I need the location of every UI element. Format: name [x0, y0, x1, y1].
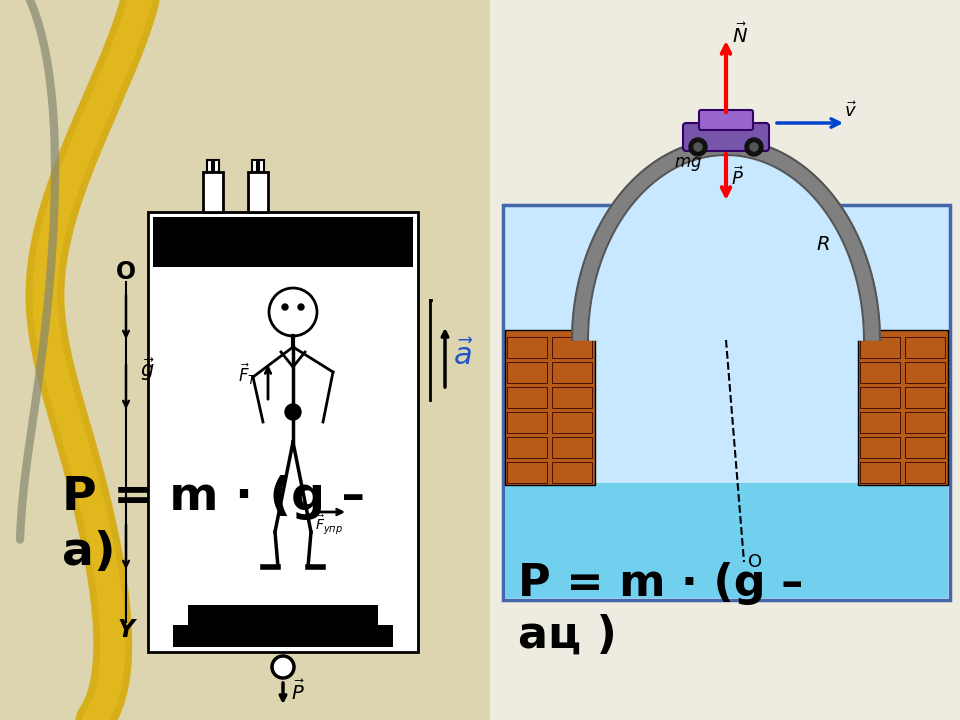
Text: $\vec{P}$: $\vec{P}$: [291, 680, 304, 704]
Bar: [507, 387, 547, 408]
Bar: [905, 337, 945, 358]
Circle shape: [745, 138, 763, 156]
Text: $\vec{N}$: $\vec{N}$: [732, 23, 748, 47]
Text: P = m · (g –: P = m · (g –: [62, 475, 365, 520]
Polygon shape: [588, 155, 864, 340]
Bar: [905, 437, 945, 458]
Text: $\vec{g}$: $\vec{g}$: [140, 356, 155, 383]
Bar: [860, 337, 900, 358]
Circle shape: [282, 304, 288, 310]
Bar: [905, 462, 945, 483]
Bar: [173, 625, 393, 647]
Text: $\vec{P}$: $\vec{P}$: [731, 166, 744, 189]
Bar: [552, 362, 592, 383]
Text: P = m · (g –: P = m · (g –: [518, 562, 804, 605]
Text: R: R: [816, 235, 829, 254]
Bar: [858, 330, 948, 485]
Bar: [248, 172, 268, 212]
Text: O: O: [748, 553, 762, 571]
Bar: [259, 160, 264, 172]
FancyBboxPatch shape: [699, 110, 753, 130]
Bar: [860, 437, 900, 458]
Bar: [188, 605, 378, 625]
Bar: [505, 483, 948, 598]
Text: $\vec{v}$: $\vec{v}$: [844, 101, 857, 121]
Bar: [203, 172, 223, 212]
Bar: [214, 160, 219, 172]
Circle shape: [298, 304, 304, 310]
Text: $\vec{F}_T$: $\vec{F}_T$: [238, 361, 257, 387]
Bar: [507, 462, 547, 483]
Bar: [860, 387, 900, 408]
Text: Y: Y: [117, 618, 134, 642]
Bar: [860, 462, 900, 483]
Bar: [905, 387, 945, 408]
Bar: [507, 412, 547, 433]
Bar: [552, 437, 592, 458]
Circle shape: [689, 138, 707, 156]
Polygon shape: [572, 139, 880, 340]
Bar: [252, 160, 257, 172]
Bar: [148, 212, 418, 652]
Text: aц ): aц ): [518, 614, 617, 657]
Bar: [505, 330, 595, 485]
Bar: [507, 362, 547, 383]
Bar: [905, 362, 945, 383]
Bar: [0, 0, 490, 720]
Text: a): a): [62, 530, 115, 575]
Text: O: O: [116, 260, 136, 284]
Text: $\vec{a}$: $\vec{a}$: [453, 340, 473, 371]
Bar: [905, 412, 945, 433]
Bar: [507, 437, 547, 458]
Circle shape: [750, 143, 758, 151]
Bar: [153, 217, 413, 267]
Circle shape: [272, 656, 294, 678]
Text: $m\vec{g}$: $m\vec{g}$: [674, 150, 702, 174]
Bar: [507, 337, 547, 358]
FancyBboxPatch shape: [683, 123, 769, 151]
Bar: [552, 412, 592, 433]
Circle shape: [694, 143, 702, 151]
Bar: [860, 362, 900, 383]
Bar: [552, 387, 592, 408]
Bar: [860, 412, 900, 433]
Bar: [552, 462, 592, 483]
Bar: [552, 337, 592, 358]
Circle shape: [285, 404, 301, 420]
Bar: [207, 160, 212, 172]
Bar: [503, 205, 950, 600]
Text: $\vec{F}_{упр}$: $\vec{F}_{упр}$: [315, 513, 343, 536]
